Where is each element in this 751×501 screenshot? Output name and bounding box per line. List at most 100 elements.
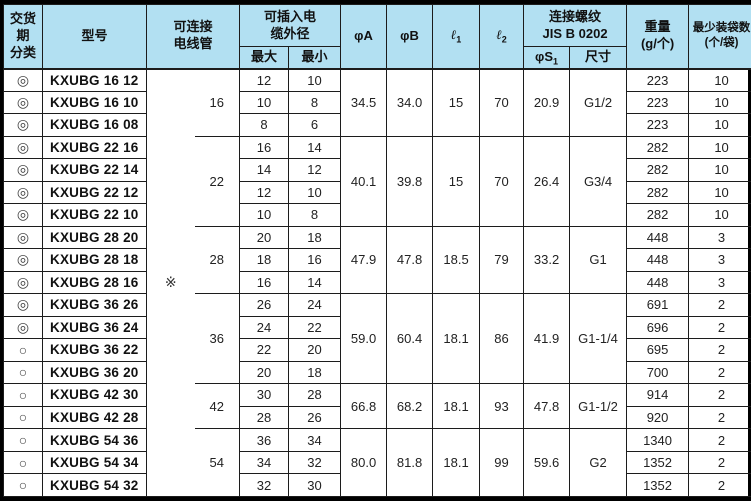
table-row: ○ KXUBG 36 22 22 20 695 2 [3, 338, 751, 362]
delivery-symbol: ◎ [3, 158, 43, 182]
model-cell: KXUBG 36 26 [42, 293, 147, 317]
weight-cell: 282 [626, 158, 690, 182]
col-header-cable-od: 可插入电 缆外径 [239, 4, 342, 47]
weight-cell: 223 [626, 113, 690, 137]
cable-min-cell: 14 [288, 270, 342, 295]
delivery-symbol: ◎ [3, 113, 43, 137]
model-cell: KXUBG 36 24 [42, 315, 147, 340]
phi-a-cell: 47.9 [340, 225, 388, 295]
bag-qty-cell: 10 [688, 180, 751, 205]
delivery-symbol: ◎ [3, 180, 43, 205]
cable-max-cell: 16 [239, 270, 290, 295]
cable-max-cell: 28 [239, 405, 290, 430]
weight-cell: 1352 [626, 450, 690, 475]
cable-max-cell: 10 [239, 90, 290, 115]
cable-max-cell: 20 [239, 360, 290, 385]
weight-cell: 1340 [626, 428, 690, 452]
model-cell: KXUBG 28 16 [42, 270, 147, 295]
bag-qty-cell: 10 [688, 135, 751, 160]
weight-cell: 223 [626, 67, 690, 92]
conduit-cell: 42 [194, 383, 241, 430]
model-cell: KXUBG 22 16 [42, 135, 147, 160]
phi-s1-cell: 47.8 [523, 383, 571, 430]
delivery-symbol: ○ [3, 473, 43, 497]
model-cell: KXUBG 36 22 [42, 338, 147, 362]
conduit-cell: 54 [194, 428, 241, 497]
table-row: ◎ KXUBG 16 10 10 8 223 10 [3, 90, 751, 115]
cable-min-cell: 32 [288, 450, 342, 475]
cable-max-cell: 20 [239, 225, 290, 250]
phi-s1-cell: 20.9 [523, 67, 571, 137]
table-row: ◎ KXUBG 22 10 10 8 282 10 [3, 203, 751, 227]
weight-cell: 448 [626, 270, 690, 295]
model-cell: KXUBG 28 20 [42, 225, 147, 250]
col-header-weight: 重量 (g/个) [626, 4, 690, 69]
cable-min-cell: 28 [288, 383, 342, 407]
bag-qty-cell: 2 [688, 338, 751, 362]
cable-min-cell: 18 [288, 225, 342, 250]
model-cell: KXUBG 42 30 [42, 383, 147, 407]
col-header-l2: ℓ2 [479, 4, 525, 69]
table-row: ◎ KXUBG 22 14 14 12 282 10 [3, 158, 751, 182]
delivery-symbol: ◎ [3, 248, 43, 272]
cable-min-cell: 10 [288, 180, 342, 205]
table-row: ○ KXUBG 54 36 54 36 34 80.0 81.8 18.1 99… [3, 428, 751, 497]
cable-max-cell: 18 [239, 248, 290, 272]
conduit-cell: 36 [194, 293, 241, 385]
model-cell: KXUBG 54 36 [42, 428, 147, 452]
l2-cell: 79 [479, 225, 525, 295]
cable-max-cell: 26 [239, 293, 290, 317]
col-header-phi-a: φA [340, 4, 388, 69]
bag-qty-cell: 3 [688, 248, 751, 272]
phi-a-cell: 59.0 [340, 293, 388, 385]
conduit-cell: 28 [194, 225, 241, 295]
l1-cell: 15 [432, 67, 481, 137]
phi-a-cell: 80.0 [340, 428, 388, 497]
phi-s1-cell: 26.4 [523, 135, 571, 227]
cable-min-cell: 18 [288, 360, 342, 385]
phi-a-cell: 40.1 [340, 135, 388, 227]
cable-max-cell: 8 [239, 113, 290, 137]
delivery-symbol: ○ [3, 450, 43, 475]
delivery-symbol: ◎ [3, 270, 43, 295]
table-row: ◎ KXUBG 16 08 8 6 223 10 [3, 113, 751, 137]
weight-cell: 282 [626, 180, 690, 205]
phi-s1-cell: 33.2 [523, 225, 571, 295]
bag-qty-cell: 10 [688, 67, 751, 92]
weight-cell: 695 [626, 338, 690, 362]
table-row: ◎ KXUBG 36 26 36 26 24 59.0 60.4 18.1 86… [3, 293, 751, 385]
l2-cell: 70 [479, 67, 525, 137]
phi-s1-cell: 41.9 [523, 293, 571, 385]
model-cell: KXUBG 16 10 [42, 90, 147, 115]
delivery-symbol: ◎ [3, 203, 43, 227]
phi-s1-cell: 59.6 [523, 428, 571, 497]
table-row: ◎ KXUBG 28 20 28 20 18 47.9 47.8 18.5 79… [3, 225, 751, 295]
thread-size-cell: G1-1/4 [569, 293, 628, 385]
cable-max-cell: 14 [239, 158, 290, 182]
l1-cell: 18.1 [432, 293, 481, 385]
bag-qty-cell: 10 [688, 90, 751, 115]
bag-qty-cell: 10 [688, 158, 751, 182]
col-header-bag-qty: 最少装袋数 (个/袋) [688, 4, 751, 69]
bag-qty-cell: 10 [688, 203, 751, 227]
table-row: ○ KXUBG 42 30 42 30 28 66.8 68.2 18.1 93… [3, 383, 751, 430]
model-cell: KXUBG 54 32 [42, 473, 147, 497]
table-row: ◎ KXUBG 28 16 16 14 448 3 [3, 270, 751, 295]
col-header-model: 型号 [42, 4, 147, 69]
thread-size-cell: G1-1/2 [569, 383, 628, 430]
cable-min-cell: 24 [288, 293, 342, 317]
delivery-symbol: ◎ [3, 293, 43, 317]
model-cell: KXUBG 16 08 [42, 113, 147, 137]
spec-table: 交货期 分类 型号 可连接 电线管 可插入电 缆外径 φA φB ℓ1 ℓ2 连接螺纹… [3, 4, 751, 497]
phi-b-cell: 60.4 [386, 293, 434, 385]
weight-cell: 691 [626, 293, 690, 317]
conduit-cell: 16 [194, 67, 241, 137]
conduit-cell: 22 [194, 135, 241, 227]
weight-cell: 914 [626, 383, 690, 407]
thread-size-cell: G1 [569, 225, 628, 295]
table-row: ◎ KXUBG 22 16 22 16 14 40.1 39.8 15 70 2… [3, 135, 751, 227]
thread-size-cell: G2 [569, 428, 628, 497]
delivery-symbol: ○ [3, 338, 43, 362]
weight-cell: 1352 [626, 473, 690, 497]
col-header-phi-b: φB [386, 4, 434, 69]
